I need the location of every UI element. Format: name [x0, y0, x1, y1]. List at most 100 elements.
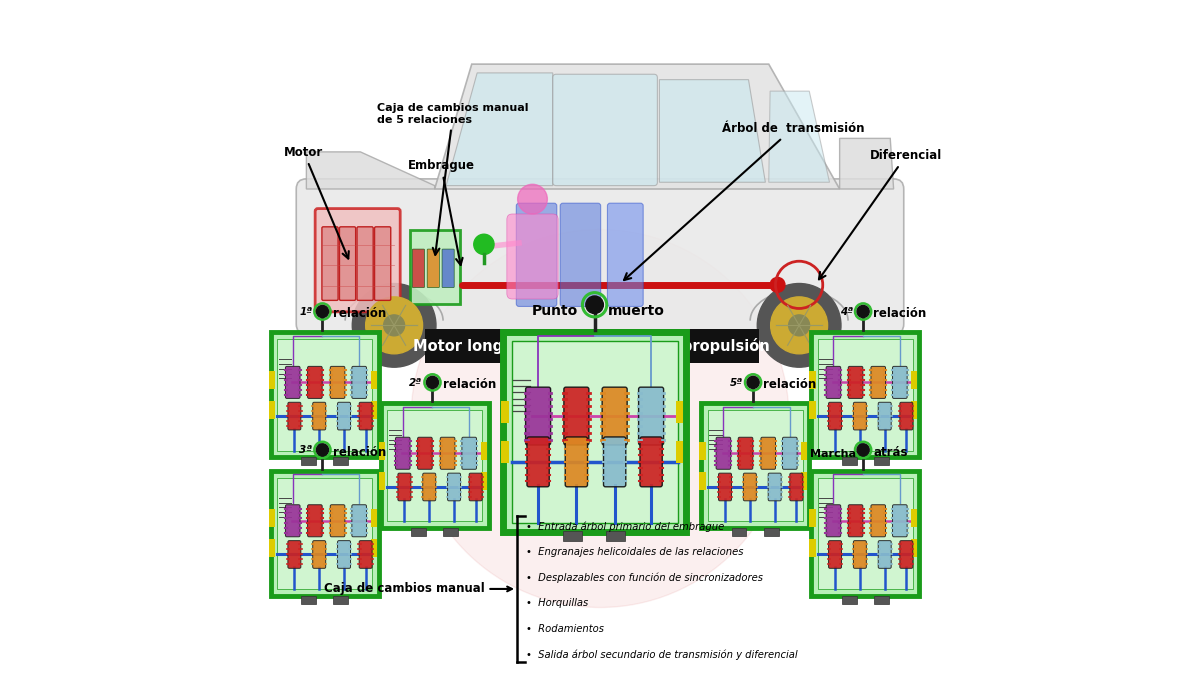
FancyBboxPatch shape: [440, 437, 455, 469]
FancyBboxPatch shape: [322, 227, 338, 300]
FancyBboxPatch shape: [810, 510, 816, 527]
FancyBboxPatch shape: [330, 367, 344, 398]
FancyBboxPatch shape: [818, 339, 912, 451]
FancyBboxPatch shape: [502, 401, 509, 423]
FancyBboxPatch shape: [506, 214, 558, 299]
FancyBboxPatch shape: [409, 230, 461, 304]
Text: Motor: Motor: [284, 146, 349, 259]
Text: 2ª: 2ª: [409, 378, 422, 387]
FancyBboxPatch shape: [878, 402, 892, 430]
Text: •  Salida árbol secundario de transmisión y diferencial: • Salida árbol secundario de transmisión…: [526, 649, 797, 660]
Polygon shape: [769, 91, 829, 182]
Text: 5ª: 5ª: [730, 378, 743, 387]
Circle shape: [317, 305, 329, 318]
FancyBboxPatch shape: [743, 473, 756, 501]
Circle shape: [586, 296, 604, 313]
FancyBboxPatch shape: [469, 473, 482, 501]
FancyBboxPatch shape: [676, 441, 684, 463]
FancyBboxPatch shape: [640, 437, 662, 487]
FancyBboxPatch shape: [388, 410, 482, 521]
Text: •  Horquillas: • Horquillas: [526, 599, 588, 608]
FancyBboxPatch shape: [700, 472, 706, 489]
Circle shape: [426, 377, 438, 389]
FancyBboxPatch shape: [296, 179, 904, 334]
FancyBboxPatch shape: [602, 387, 628, 445]
FancyBboxPatch shape: [269, 539, 275, 557]
FancyBboxPatch shape: [782, 437, 797, 469]
FancyBboxPatch shape: [352, 367, 366, 398]
Circle shape: [770, 277, 785, 292]
FancyBboxPatch shape: [893, 505, 907, 537]
Circle shape: [366, 297, 422, 354]
Text: •  Entrada árbol primario del embrague: • Entrada árbol primario del embrague: [526, 521, 724, 532]
Text: •  Engranajes helicoidales de las relaciones: • Engranajes helicoidales de las relacio…: [526, 547, 743, 557]
FancyBboxPatch shape: [301, 596, 316, 604]
FancyBboxPatch shape: [462, 437, 476, 469]
Circle shape: [857, 444, 869, 456]
Text: relación: relación: [443, 378, 496, 392]
Circle shape: [384, 315, 404, 335]
FancyBboxPatch shape: [427, 249, 439, 288]
FancyBboxPatch shape: [269, 371, 275, 389]
FancyBboxPatch shape: [841, 596, 857, 604]
FancyBboxPatch shape: [422, 473, 436, 501]
FancyBboxPatch shape: [288, 402, 301, 430]
FancyBboxPatch shape: [790, 473, 803, 501]
FancyBboxPatch shape: [301, 458, 316, 466]
FancyBboxPatch shape: [481, 472, 487, 489]
FancyBboxPatch shape: [504, 333, 685, 532]
FancyBboxPatch shape: [802, 472, 808, 489]
FancyBboxPatch shape: [604, 437, 625, 487]
Circle shape: [757, 284, 841, 367]
FancyBboxPatch shape: [413, 249, 425, 288]
FancyBboxPatch shape: [606, 531, 625, 541]
Circle shape: [474, 234, 494, 254]
FancyBboxPatch shape: [700, 442, 706, 460]
FancyBboxPatch shape: [286, 505, 300, 537]
Text: •  Rodamientos: • Rodamientos: [526, 624, 604, 634]
FancyBboxPatch shape: [841, 458, 857, 466]
FancyBboxPatch shape: [371, 401, 377, 418]
FancyBboxPatch shape: [764, 528, 779, 536]
Text: atrás: atrás: [874, 446, 907, 459]
Polygon shape: [840, 138, 894, 189]
FancyBboxPatch shape: [410, 528, 426, 536]
FancyBboxPatch shape: [269, 401, 275, 418]
FancyBboxPatch shape: [481, 442, 487, 460]
FancyBboxPatch shape: [359, 402, 372, 430]
Text: relación: relación: [763, 378, 816, 392]
FancyBboxPatch shape: [811, 332, 919, 458]
FancyBboxPatch shape: [313, 541, 325, 568]
FancyBboxPatch shape: [352, 505, 366, 537]
FancyBboxPatch shape: [307, 505, 322, 537]
FancyBboxPatch shape: [716, 437, 731, 469]
FancyBboxPatch shape: [398, 473, 410, 501]
FancyBboxPatch shape: [553, 74, 658, 186]
FancyBboxPatch shape: [277, 339, 372, 451]
FancyBboxPatch shape: [374, 227, 391, 300]
FancyBboxPatch shape: [442, 249, 455, 288]
FancyBboxPatch shape: [818, 478, 912, 589]
FancyBboxPatch shape: [900, 402, 913, 430]
FancyBboxPatch shape: [271, 332, 379, 458]
Polygon shape: [434, 64, 840, 189]
Circle shape: [317, 444, 329, 456]
FancyBboxPatch shape: [526, 387, 551, 445]
FancyBboxPatch shape: [286, 367, 300, 398]
FancyBboxPatch shape: [288, 541, 301, 568]
Text: •  Desplazables con función de sincronizadores: • Desplazables con función de sincroniza…: [526, 572, 763, 583]
FancyBboxPatch shape: [911, 401, 918, 418]
FancyBboxPatch shape: [607, 203, 643, 306]
FancyBboxPatch shape: [560, 203, 601, 306]
FancyBboxPatch shape: [371, 539, 377, 557]
FancyBboxPatch shape: [900, 541, 913, 568]
FancyBboxPatch shape: [893, 367, 907, 398]
FancyBboxPatch shape: [878, 541, 892, 568]
FancyBboxPatch shape: [358, 227, 373, 300]
FancyBboxPatch shape: [638, 387, 664, 445]
Text: muerto: muerto: [608, 304, 665, 318]
FancyBboxPatch shape: [768, 473, 781, 501]
FancyBboxPatch shape: [527, 437, 550, 487]
FancyBboxPatch shape: [425, 329, 758, 363]
FancyBboxPatch shape: [701, 404, 809, 528]
